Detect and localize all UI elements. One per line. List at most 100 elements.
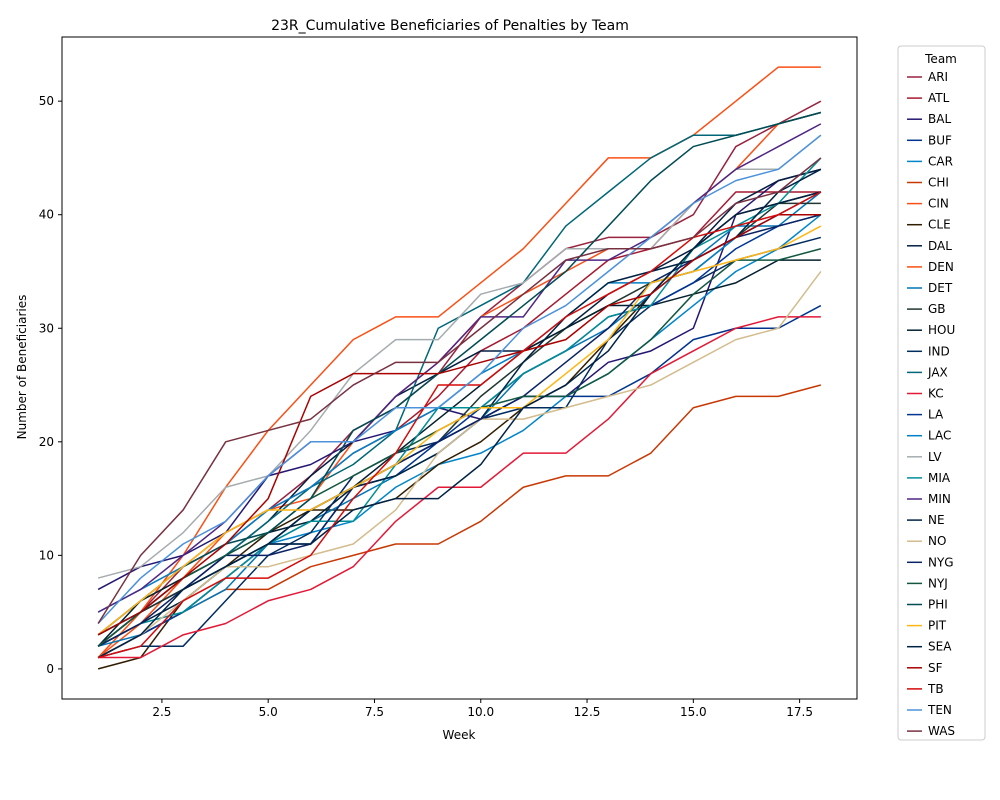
series-line-no [97,271,822,659]
x-tick-label: 7.5 [365,705,384,719]
legend-entry-buf: BUF [907,133,952,147]
legend-label: NE [928,513,945,527]
y-axis-label: Number of Beneficiaries [15,295,29,440]
legend-entry-la: LA [907,408,944,422]
legend-label: MIA [928,471,951,485]
x-tick-label: 5.0 [259,705,278,719]
legend-entry-ne: NE [907,513,945,527]
series-line-min [97,123,822,613]
y-tick-label: 40 [39,208,54,222]
legend-entry-mia: MIA [907,471,951,485]
legend-label: HOU [928,323,955,337]
legend-entry-tb: TB [907,682,944,696]
legend-entry-min: MIN [907,492,951,506]
legend-label: PHI [928,598,948,612]
legend-title: Team [924,52,957,66]
series-line-pit [97,225,822,636]
legend-entry-jax: JAX [907,365,948,379]
legend-entry-det: DET [907,281,953,295]
x-axis: 2.5 5.0 7.5 10.0 12.5 15.0 17.5 [152,699,813,719]
series-line-mia [97,157,822,647]
legend-label: TEN [927,703,952,717]
x-tick-label: 15.0 [680,705,707,719]
legend-entry-ari: ARI [907,70,948,84]
legend-label: TB [927,682,944,696]
legend-entry-bal: BAL [907,112,951,126]
legend-label: CAR [928,154,953,168]
legend-label: LA [928,408,944,422]
legend-entry-no: NO [907,534,946,548]
legend-frame [897,45,986,741]
legend-label: LAC [928,429,951,443]
legend-label: DET [928,281,953,295]
series-line-tb [97,191,822,659]
legend-entry-ten: TEN [907,703,952,717]
legend-label: NYG [928,555,954,569]
x-axis-label: Week [443,728,476,742]
legend-entry-cle: CLE [907,218,951,232]
x-tick-label: 2.5 [152,705,171,719]
legend-label: DAL [928,239,952,253]
series-line-bal [97,168,822,591]
legend-label: GB [928,302,946,316]
legend-label: JAX [927,365,948,379]
legend-label: NO [928,534,946,548]
legend-label: BAL [928,112,951,126]
x-tick-label: 10.0 [467,705,494,719]
x-tick-label: 12.5 [574,705,601,719]
legend-entry-ind: IND [907,344,950,358]
legend-label: PIT [928,619,947,633]
legend-label: WAS [928,724,955,738]
y-tick-label: 20 [39,435,54,449]
legend-label: LV [928,450,942,464]
legend-label: MIN [928,492,951,506]
legend-entry-lac: LAC [907,429,951,443]
legend-label: CHI [928,176,949,190]
series-line-phi [97,111,822,636]
legend-entry-nyg: NYG [907,555,954,569]
legend-label: CIN [928,197,949,211]
legend-entry-pit: PIT [907,619,947,633]
legend-label: DEN [928,260,954,274]
legend-entry-phi: PHI [907,598,948,612]
legend-entry-gb: GB [907,302,946,316]
series-line-kc [98,316,821,659]
legend-label: SEA [928,640,952,654]
legend-entry-cin: CIN [907,197,949,211]
legend-entry-den: DEN [907,260,954,274]
series-line-sea [97,191,822,659]
legend-entry-hou: HOU [907,323,955,337]
series-line-sf [97,213,821,636]
legend-entry-kc: KC [907,387,944,401]
legend-label: NYJ [928,576,948,590]
plot-frame [61,36,858,700]
legend-label: SF [928,661,943,675]
legend-label: ARI [928,70,948,84]
legend-entry-sea: SEA [907,640,952,654]
legend-entry-nyj: NYJ [907,576,948,590]
y-tick-label: 10 [39,548,54,562]
legend-entry-car: CAR [907,154,953,168]
legend-label: ATL [928,91,950,105]
legend-entry-sf: SF [907,661,943,675]
series-line-was [97,157,822,624]
legend-label: CLE [928,218,951,232]
x-tick-label: 17.5 [786,705,813,719]
legend-entry-atl: ATL [907,91,950,105]
legend-label: BUF [928,133,952,147]
plot-lines [97,66,822,670]
legend: Team ARI ATL BAL BUF CAR CHI CIN CLE DAL DEN DET GB… [897,45,986,741]
legend-label: KC [928,387,944,401]
series-line-ten [97,134,822,625]
legend-entry-was: WAS [907,724,955,738]
legend-entry-dal: DAL [907,239,952,253]
y-tick-label: 0 [46,662,54,676]
y-axis: 0 10 20 30 40 50 [39,94,62,676]
y-tick-label: 50 [39,94,54,108]
legend-label: IND [928,344,950,358]
series-line-den [97,66,821,659]
y-tick-label: 30 [39,321,54,335]
legend-entry-lv: LV [907,450,942,464]
